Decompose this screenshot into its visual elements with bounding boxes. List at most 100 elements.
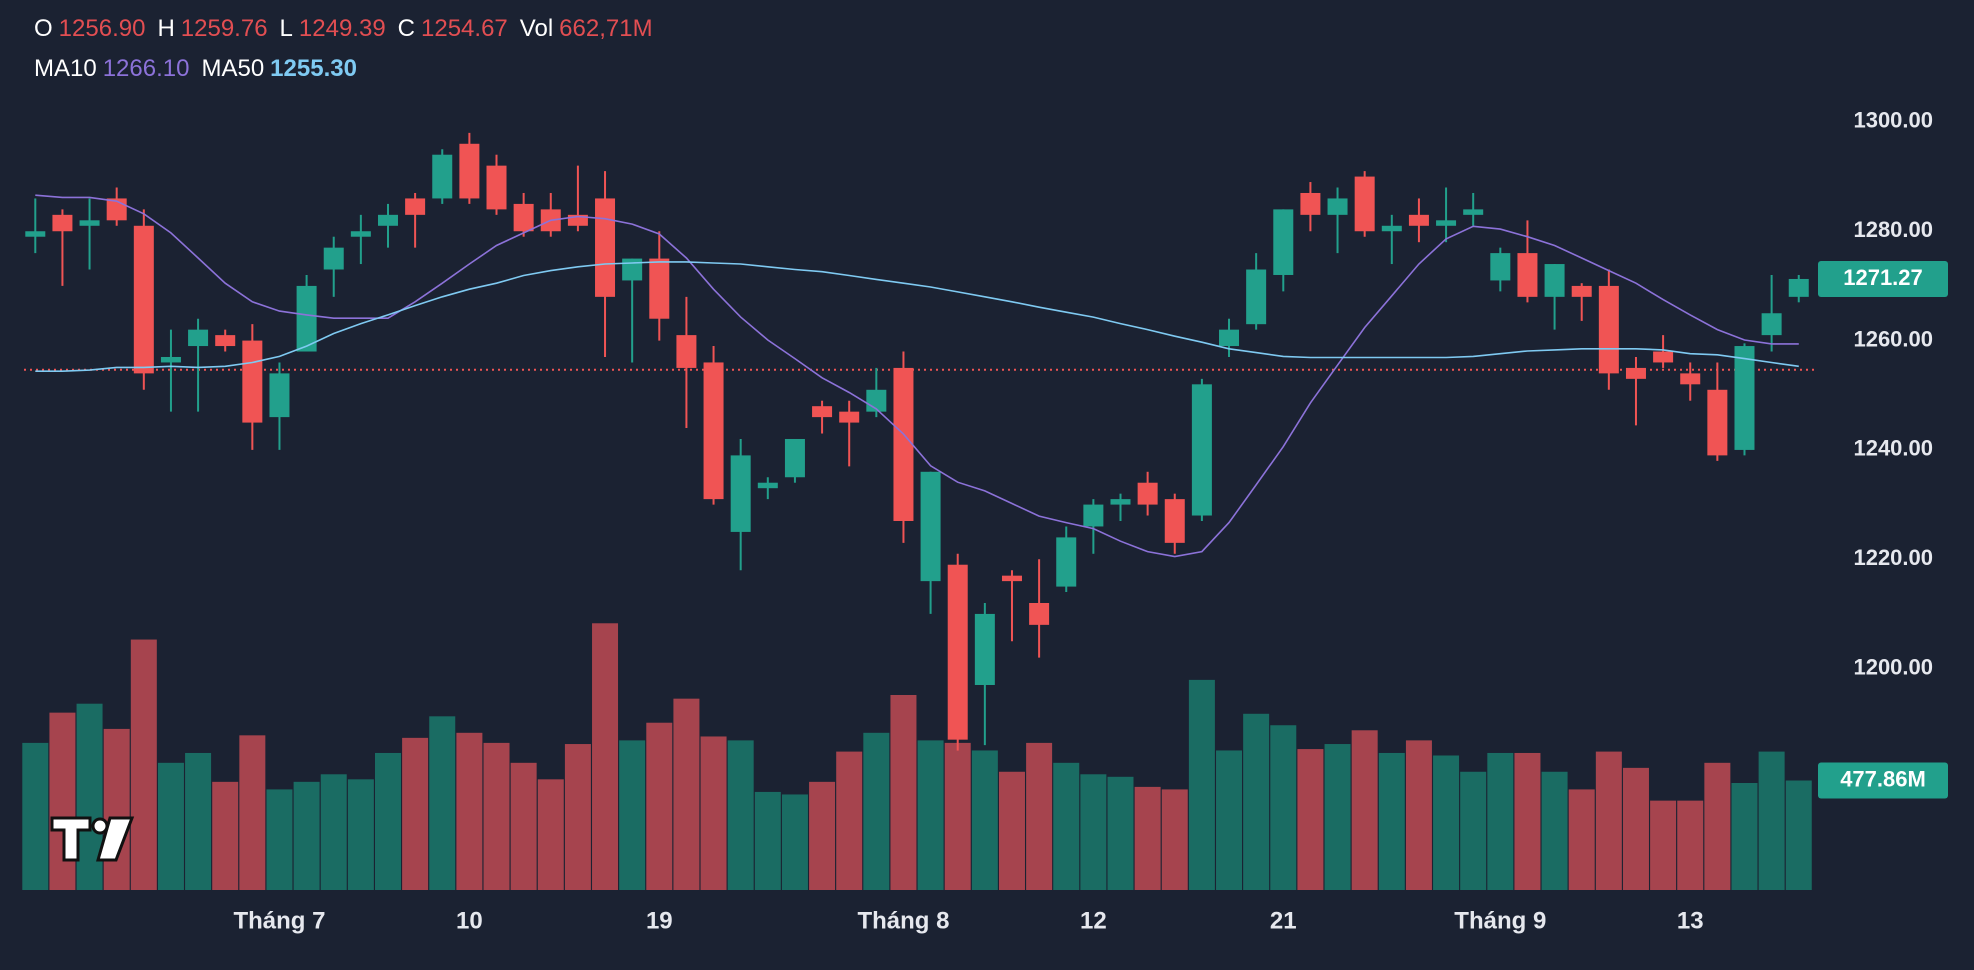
volume-bar [1351, 730, 1378, 890]
volume-bar [944, 742, 971, 890]
volume-bar [239, 735, 266, 890]
candle-body [1246, 269, 1267, 325]
candle-body [1680, 373, 1701, 385]
candle-body [1490, 253, 1511, 281]
last-price-tag [1818, 260, 1948, 297]
volume-bar [212, 781, 239, 890]
candle-body [1001, 575, 1022, 582]
volume-bar [320, 774, 347, 890]
volume-bar [1514, 752, 1541, 890]
volume-bar [1758, 751, 1785, 890]
volume-bar [1704, 762, 1731, 890]
volume-bar [619, 740, 646, 890]
legend-key: Vol [520, 15, 553, 42]
candle-body [486, 165, 507, 210]
candle-body [1110, 499, 1131, 505]
volume-bar [1134, 786, 1161, 890]
legend-key: MA50 [201, 55, 264, 82]
legend-key: MA10 [34, 55, 97, 82]
volume-bar [727, 740, 754, 890]
candle-body [1327, 198, 1348, 215]
y-tick-label: 1300.00 [1853, 108, 1933, 133]
volume-bar [1324, 744, 1351, 890]
volume-bar [1053, 762, 1080, 890]
candle-body [1517, 253, 1538, 297]
ma-line [35, 194, 1799, 558]
volume-bar [1487, 752, 1514, 890]
volume-bar [971, 750, 998, 890]
candle-body [595, 198, 616, 297]
volume-bar [1785, 780, 1812, 890]
candle-body [242, 340, 263, 423]
volume-bar [1297, 749, 1324, 890]
candle-body [567, 214, 588, 226]
candle-body [1273, 209, 1294, 275]
x-tick-label: 12 [1080, 907, 1107, 934]
candle-body [215, 335, 236, 347]
candle-body [133, 225, 154, 374]
x-tick-label: 10 [456, 907, 483, 934]
candle-body [1029, 602, 1050, 625]
volume-bar [863, 732, 890, 890]
candle-body [1219, 329, 1240, 347]
volume-bar [1433, 755, 1460, 890]
x-tick-label: 13 [1677, 907, 1704, 934]
ma-legend: MA10 1266.10 MA50 1255.30 [34, 55, 357, 82]
volume-bar [157, 762, 184, 890]
legend-value: 1266.10 [103, 55, 190, 82]
volume-bar [103, 728, 130, 890]
volume-bar [1161, 789, 1188, 890]
volume-bar [76, 703, 103, 890]
y-tick-label: 1240.00 [1853, 436, 1933, 461]
candle-body [974, 613, 995, 685]
legend-value: 1259.76 [181, 15, 268, 42]
x-tick-label: 19 [646, 907, 673, 934]
candle-body [1056, 537, 1077, 587]
x-tick-label: Tháng 7 [233, 907, 325, 934]
candle-body [784, 438, 805, 478]
volume-bar [1677, 800, 1704, 890]
volume-bar [564, 744, 591, 890]
volume-bar [1243, 713, 1270, 890]
volume-bar [402, 737, 429, 890]
volume-bar [592, 623, 619, 890]
volume-bar [456, 732, 483, 890]
candle-body [703, 362, 724, 500]
volume-bar [700, 736, 727, 890]
candle-body [1707, 389, 1728, 456]
volume-bar [1731, 782, 1758, 890]
candle-body [622, 258, 643, 281]
volume-bar [1026, 742, 1053, 890]
candle-body [160, 356, 181, 363]
volume-bar [1270, 725, 1297, 890]
volume-bar [1188, 679, 1215, 890]
candle-body [1436, 220, 1457, 226]
y-tick-label: 1200.00 [1853, 654, 1933, 679]
last-volume-tag [1818, 762, 1948, 799]
candle-body [1571, 285, 1592, 297]
legend-value: 1254.67 [421, 15, 508, 42]
candle-body [52, 214, 73, 232]
legend-key: L [280, 15, 293, 42]
candle-body [350, 231, 371, 237]
volume-bar [781, 794, 808, 890]
last-price-label: 1271.27 [1843, 265, 1923, 290]
candle-body [1788, 278, 1809, 297]
legend-value: 662,71M [559, 15, 652, 42]
volume-bar [483, 742, 510, 890]
volume-bar [809, 781, 836, 890]
last-volume-label: 477.86M [1840, 766, 1926, 791]
candle-body [1137, 482, 1158, 505]
volume-bar [1460, 771, 1487, 890]
candle-body [947, 564, 968, 740]
candle-body [296, 285, 317, 352]
volume-bar [429, 716, 456, 890]
candle-body [188, 329, 209, 347]
candle-body [676, 335, 697, 368]
tradingview-logo [50, 816, 135, 862]
legend-key: O [34, 15, 53, 42]
volume-bar [1216, 750, 1243, 890]
volume-bar [22, 742, 49, 890]
volume-bar [266, 789, 293, 890]
volume-bar [510, 762, 537, 890]
